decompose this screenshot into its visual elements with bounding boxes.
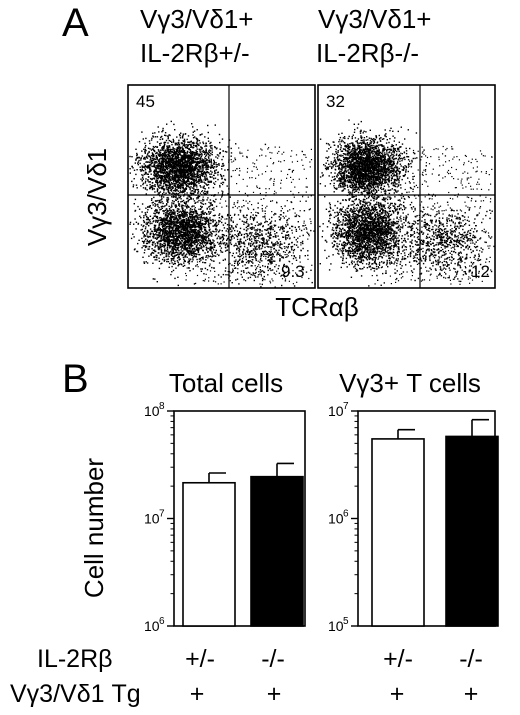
flow-plot-2: 32 12: [317, 84, 496, 289]
y-tick-label: 10: [144, 511, 160, 527]
bar: [371, 438, 425, 627]
panel-a-letter: A: [62, 1, 89, 45]
flow-plot-2-dots: [319, 119, 495, 287]
plot2-title-line2: IL-2Rβ-/-: [316, 38, 419, 68]
chart1-group1-tg: +: [190, 680, 205, 708]
bar-chart-2-title: Vγ3+ T cells: [339, 368, 481, 398]
bar: [250, 475, 304, 627]
flow-plot-1-upper-left-pct: 45: [136, 92, 155, 111]
row-label-transgene: Vγ3/Vδ1 Tg: [10, 680, 141, 708]
bar: [445, 435, 499, 627]
y-tick-label: 10: [328, 403, 344, 419]
plot1-title-line1: Vγ3/Vδ1+: [140, 4, 253, 34]
y-tick-label: 10: [144, 403, 160, 419]
y-tick-label-exponent: 7: [343, 401, 349, 412]
panel-b-letter: B: [62, 357, 89, 401]
flow-plot-1-lower-right-pct: 9.3: [281, 262, 305, 281]
panel-a-xlabel: TCRαβ: [275, 292, 358, 322]
chart1-group2-il2rb: -/-: [261, 645, 285, 673]
y-tick-label-exponent: 7: [159, 509, 165, 520]
y-tick-label: 10: [328, 511, 344, 527]
flow-plot-1-frame: [127, 84, 316, 289]
y-tick-label-exponent: 6: [159, 616, 165, 627]
flow-plot-2-lower-right-pct: 12: [471, 262, 490, 281]
chart2-group1-tg: +: [390, 680, 405, 708]
row-label-il2rb: IL-2Rβ: [37, 645, 113, 673]
flow-plot-1: 45 9.3: [127, 84, 316, 289]
chart1-group1-il2rb: +/-: [185, 645, 215, 673]
bar: [182, 481, 236, 627]
panel-b-ylabel: Cell number: [79, 458, 109, 599]
y-tick-label: 10: [144, 618, 160, 634]
flow-plot-2-frame: [317, 84, 496, 289]
chart2-group1-il2rb: +/-: [383, 645, 413, 673]
y-tick-label-exponent: 6: [343, 509, 349, 520]
chart2-group2-il2rb: -/-: [459, 645, 483, 673]
chart2-group2-tg: +: [464, 680, 479, 708]
plot2-title-line1: Vγ3/Vδ1+: [318, 4, 431, 34]
y-tick-label-exponent: 5: [343, 616, 349, 627]
panel-a-ylabel: Vγ3/Vδ1: [82, 148, 112, 246]
flow-plot-2-upper-left-pct: 32: [326, 92, 345, 111]
flow-plot-1-dots: [129, 120, 315, 288]
y-tick-label-exponent: 8: [159, 401, 165, 412]
bar-chart-1-title: Total cells: [169, 368, 283, 398]
y-tick-label: 10: [328, 618, 344, 634]
chart1-group2-tg: +: [267, 680, 282, 708]
plot1-title-line2: IL-2Rβ+/-: [140, 38, 250, 68]
